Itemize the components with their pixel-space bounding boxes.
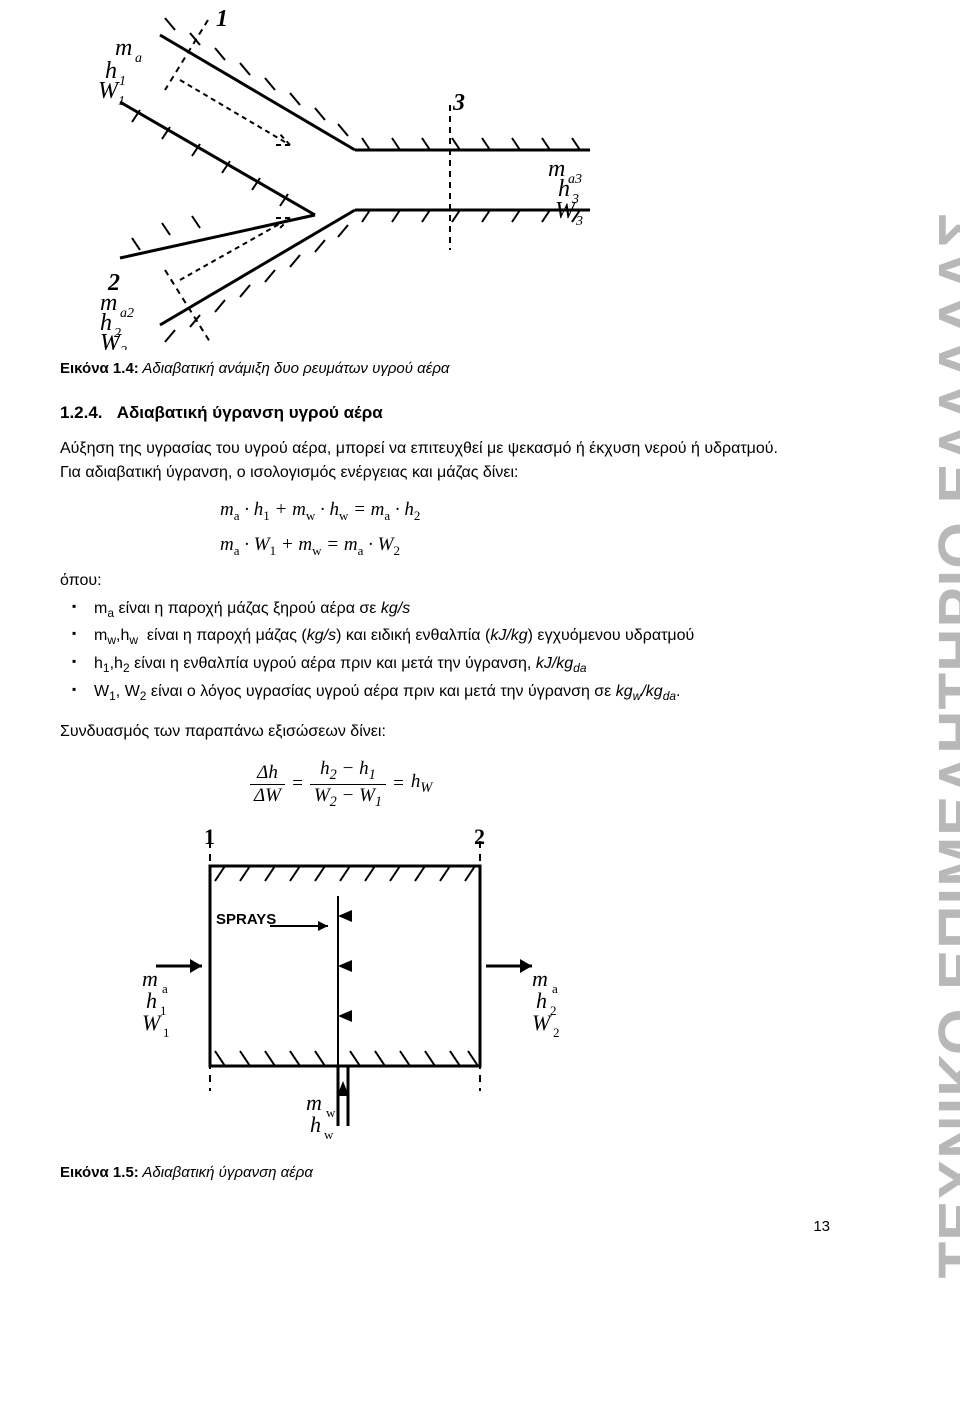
svg-text:a: a bbox=[552, 981, 558, 996]
svg-text:3: 3 bbox=[575, 214, 583, 229]
section-heading: Αδιαβατική ύγρανση υγρού αέρα bbox=[117, 403, 383, 422]
caption1-bold: Εικόνα 1.4: bbox=[60, 360, 139, 377]
svg-text:a: a bbox=[162, 981, 168, 996]
sidebar-text: ΤΕΧΝΙΚΟ ΕΠΙΜΕΛΗΤΗΡΙΟ ΕΛΛΑΔΑΣ bbox=[926, 211, 960, 1279]
svg-text:a: a bbox=[135, 51, 142, 66]
svg-text:1: 1 bbox=[119, 74, 126, 89]
list-item: mw,hw είναι η παροχή μάζας (kg/s) και ει… bbox=[60, 624, 800, 650]
svg-text:SPRAYS: SPRAYS bbox=[216, 911, 276, 928]
svg-text:h: h bbox=[310, 1112, 321, 1137]
svg-text:W: W bbox=[100, 330, 122, 350]
equation-1: ma · h1 + mw · hw = ma · h2 bbox=[220, 499, 920, 524]
list-item: W1, W2 είναι ο λόγος υγρασίας υγρού αέρα… bbox=[60, 680, 800, 706]
where-label: όπου: bbox=[60, 569, 800, 593]
paragraph-1: Αύξηση της υγρασίας του υγρού αέρα, μπορ… bbox=[60, 437, 800, 485]
svg-text:m: m bbox=[115, 35, 132, 61]
svg-text:2: 2 bbox=[553, 1025, 560, 1040]
svg-text:w: w bbox=[326, 1105, 336, 1120]
svg-text:1: 1 bbox=[118, 94, 125, 109]
definitions-list: ma είναι η παροχή μάζας ξηρού αέρα σε kg… bbox=[60, 597, 800, 706]
svg-text:W: W bbox=[98, 78, 120, 104]
caption2-rest: Αδιαβατική ύγρανση αέρα bbox=[139, 1164, 313, 1181]
equation-3: ΔhΔW = h2 − h1W2 − W1 = hW bbox=[250, 758, 920, 811]
svg-text:1: 1 bbox=[160, 1003, 167, 1018]
equation-2: ma · W1 + mw = ma · W2 bbox=[220, 534, 920, 559]
figure-1-5-caption: Εικόνα 1.5: Αδιαβατική ύγρανση αέρα bbox=[60, 1164, 920, 1181]
caption1-rest: Αδιαβατική ανάμιξη δυο ρευμάτων υγρού αέ… bbox=[139, 360, 450, 377]
svg-text:a3: a3 bbox=[568, 172, 582, 187]
svg-text:2: 2 bbox=[474, 826, 485, 849]
caption2-bold: Εικόνα 1.5: bbox=[60, 1164, 139, 1181]
section-1-2-4-title: 1.2.4. Αδιαβατική ύγρανση υγρού αέρα bbox=[60, 403, 920, 423]
svg-text:1: 1 bbox=[204, 826, 215, 849]
spray-chamber-diagram: 1 2 SPRAYS ma h1 W1 ma h2 W2 mw hw bbox=[100, 826, 580, 1146]
svg-text:a2: a2 bbox=[120, 306, 134, 321]
svg-text:2: 2 bbox=[550, 1003, 557, 1018]
svg-text:1: 1 bbox=[163, 1025, 170, 1040]
svg-text:3: 3 bbox=[452, 90, 465, 116]
svg-text:W: W bbox=[532, 1010, 552, 1035]
svg-text:w: w bbox=[324, 1127, 334, 1142]
sidebar-tab: ΤΕΧΝΙΚΟ ΕΠΙΜΕΛΗΤΗΡΙΟ ΕΛΛΑΔΑΣ bbox=[855, 10, 960, 1411]
page-number: 13 bbox=[813, 1218, 830, 1235]
mixing-diagram: 1 ma h1 W1 2 ma2 h2 W2 3 ma3 h3 W3 bbox=[60, 10, 620, 350]
svg-text:2: 2 bbox=[120, 344, 127, 350]
section-number: 1.2.4. bbox=[60, 403, 103, 422]
list-item: ma είναι η παροχή μάζας ξηρού αέρα σε kg… bbox=[60, 597, 800, 623]
figure-1-4-caption: Εικόνα 1.4: Αδιαβατική ανάμιξη δυο ρευμά… bbox=[60, 360, 920, 377]
svg-text:1: 1 bbox=[216, 10, 228, 32]
svg-text:W: W bbox=[555, 198, 577, 224]
paragraph-2: Συνδυασμός των παραπάνω εξισώσεων δίνει: bbox=[60, 720, 800, 744]
list-item: h1,h2 είναι η ενθαλπία υγρού αέρα πριν κ… bbox=[60, 652, 800, 678]
svg-text:W: W bbox=[142, 1010, 162, 1035]
